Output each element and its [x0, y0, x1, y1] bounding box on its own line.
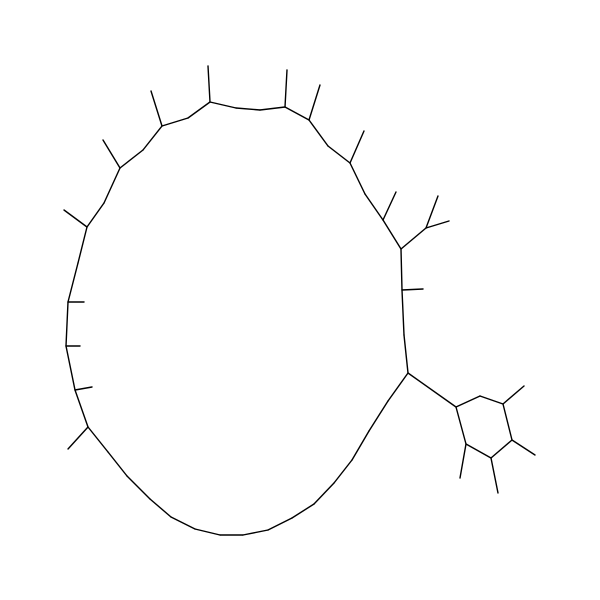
methyl-branch	[74, 386, 93, 391]
macrocycle-bond	[142, 125, 163, 151]
methyl-branch	[102, 139, 121, 169]
cyclohexane-bond	[455, 406, 467, 445]
macrocycle-bond	[351, 430, 370, 461]
macrocycle-bond	[333, 459, 353, 484]
macrocycle-bond	[107, 451, 128, 477]
macrocycle-bond	[327, 145, 351, 164]
macrocycle-bond	[267, 517, 293, 531]
macrocycle-bond	[403, 334, 409, 374]
macrocycle-bond	[87, 426, 109, 453]
macrocycle-bond	[401, 289, 405, 336]
cyclohexane-bond	[502, 403, 513, 441]
macrocycle-bond	[86, 202, 105, 228]
methyl-branch	[67, 426, 89, 450]
macrocycle-bond	[382, 219, 402, 250]
macrocycle-bond	[242, 529, 269, 536]
macrocycle-bond	[74, 389, 89, 428]
isopropyl-methyl	[425, 195, 439, 229]
macrocycle-bond	[364, 193, 384, 221]
macrocycle-bond	[119, 149, 144, 169]
macrocycle-bond	[161, 117, 189, 127]
macrocycle-bond	[284, 106, 310, 121]
macrocycle-bond	[313, 482, 335, 505]
cyclohexane-bond	[479, 395, 504, 405]
macrocycle-bond	[149, 498, 172, 518]
bond-layer	[63, 65, 536, 536]
methyl-branch	[63, 209, 88, 228]
macrocycle-bond	[400, 248, 403, 291]
cyclohexane-bond	[465, 443, 492, 459]
methyl-branch	[308, 84, 321, 121]
macrocycle-bond	[65, 301, 69, 347]
macrocycle-bond	[187, 101, 211, 119]
ring-link-bond	[407, 372, 457, 408]
macrocycle-bond	[103, 167, 121, 204]
macrocycle-bond	[170, 516, 196, 530]
macrocycle-bond	[349, 162, 366, 195]
ring-methyl	[502, 385, 525, 405]
macrocycle-bond	[65, 345, 76, 391]
macrocycle-bond	[209, 101, 237, 109]
isopropyl-methyl	[425, 220, 450, 229]
methyl-branch	[349, 130, 365, 164]
macrocycle-bond	[126, 475, 151, 500]
macrocycle-bond	[387, 372, 409, 402]
cyclohexane-bond	[490, 439, 513, 459]
macrocycle-bond	[308, 119, 329, 147]
methyl-branch	[207, 65, 211, 103]
isopropyl-bond	[400, 227, 427, 250]
methyl-branch	[284, 69, 288, 108]
macrocycle-bond	[67, 262, 79, 303]
ring-methyl	[459, 443, 467, 479]
macrocycle-bond	[259, 106, 286, 111]
macrocycle-bond	[291, 503, 315, 519]
macrocycle-bond	[194, 528, 221, 536]
methyl-branch	[401, 288, 424, 291]
ring-methyl	[511, 439, 536, 456]
macrocycle-bond	[368, 400, 389, 432]
methyl-branch	[150, 90, 163, 127]
macrocycle-bond	[235, 107, 261, 111]
macrocycle-bond	[77, 226, 88, 264]
cyclohexane-bond	[455, 395, 481, 408]
ring-methyl	[490, 457, 499, 494]
methyl-branch	[382, 191, 397, 221]
